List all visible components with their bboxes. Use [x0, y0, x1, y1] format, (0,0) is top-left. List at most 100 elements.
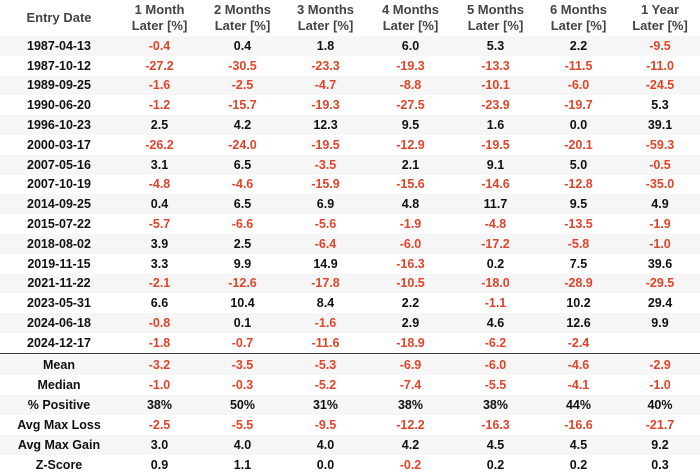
data-row-value: -14.6 — [481, 177, 510, 192]
summary-row-value: -3.2 — [148, 358, 171, 372]
data-row-label: 2018-08-02 — [27, 236, 91, 251]
summary-row-value: -1.0 — [148, 378, 171, 392]
data-row-value: -0.8 — [148, 316, 171, 331]
summary-row-value: -0.2 — [399, 458, 422, 472]
data-row-label: 2021-11-22 — [27, 276, 91, 291]
summary-row-value: 9.2 — [651, 438, 669, 452]
data-row-value: -19.5 — [481, 137, 510, 152]
data-row-value: -15.9 — [311, 177, 340, 192]
data-row-label: 2024-12-17 — [27, 335, 91, 350]
data-row-value: 8.4 — [316, 296, 335, 311]
summary-row-value: 44% — [565, 398, 592, 412]
data-row-value: -4.6 — [231, 177, 254, 192]
data-row-value: -1.9 — [649, 217, 671, 232]
summary-row-value: 0.0 — [316, 458, 335, 472]
summary-row-value: -6.9 — [399, 358, 422, 372]
column-header: 1 Year Later [%] — [632, 2, 688, 33]
data-row-value: 0.1 — [233, 316, 252, 331]
summary-row-value: 0.2 — [569, 458, 588, 472]
data-row-value: 14.9 — [313, 256, 338, 271]
data-row-value: 3.3 — [150, 256, 169, 271]
data-row-value: 6.6 — [150, 296, 169, 311]
data-row-value: -18.0 — [481, 276, 510, 291]
summary-row-value: 50% — [229, 398, 256, 412]
data-row-value: 2.2 — [401, 296, 420, 311]
data-row-value: 2.5 — [150, 118, 169, 133]
data-row-value: 5.0 — [569, 157, 588, 172]
data-row-value: 6.0 — [401, 38, 420, 53]
data-row-label: 1987-04-13 — [27, 38, 91, 53]
data-row-value: -5.8 — [567, 236, 590, 251]
data-row-value: -2.4 — [567, 335, 590, 350]
data-row-value: -15.6 — [396, 177, 425, 192]
summary-row-label: % Positive — [27, 398, 91, 412]
data-row-value: 9.1 — [486, 157, 505, 172]
data-row-value: -5.6 — [314, 217, 337, 232]
data-row-label: 2024-06-18 — [27, 316, 91, 331]
data-row-value: -23.9 — [481, 98, 510, 113]
data-row-value: -30.5 — [228, 58, 257, 73]
data-row-value: -18.9 — [396, 335, 425, 350]
data-row-label: 2014-09-25 — [27, 197, 91, 212]
data-row-label: 1989-09-25 — [27, 78, 91, 93]
data-row-value: -4.7 — [314, 78, 337, 93]
data-row-value: -11.6 — [311, 335, 340, 350]
summary-row-label: Mean — [43, 358, 75, 372]
summary-row-value: 4.0 — [316, 438, 335, 452]
data-row-value: 3.9 — [150, 236, 169, 251]
data-row-value: 39.6 — [647, 256, 673, 271]
data-row-value: 4.8 — [401, 197, 420, 212]
row-stripe — [0, 36, 700, 56]
data-row-value: -24.5 — [645, 78, 675, 93]
summary-row-value: -5.5 — [484, 378, 507, 392]
data-row-value: -12.9 — [396, 137, 425, 152]
data-row-value: -6.2 — [484, 335, 507, 350]
data-row-value: 0.4 — [150, 197, 169, 212]
data-row-value: -15.7 — [228, 98, 257, 113]
row-stripe — [0, 355, 700, 375]
summary-row-value: 0.3 — [651, 458, 669, 472]
data-row-value: -6.0 — [399, 236, 422, 251]
data-row-value: -1.8 — [148, 335, 171, 350]
row-stripe — [0, 234, 700, 254]
summary-row-value: -2.5 — [148, 418, 171, 432]
column-header: 6 Months Later [%] — [549, 2, 608, 33]
data-row-value: -27.2 — [145, 58, 174, 73]
data-row-value: -1.1 — [484, 296, 507, 311]
data-row-value: 9.5 — [401, 118, 420, 133]
data-row-value: -59.3 — [645, 137, 675, 152]
data-row-value: -6.0 — [567, 78, 590, 93]
summary-row-value: 38% — [482, 398, 509, 412]
data-row-value: -9.5 — [649, 38, 671, 53]
data-row-value: -19.7 — [564, 98, 593, 113]
summary-row-value: -16.3 — [481, 418, 510, 432]
data-row-value: 4.6 — [486, 316, 505, 331]
data-row-value: 2.5 — [233, 236, 252, 251]
data-row-value: -6.6 — [231, 217, 254, 232]
data-row-value: 10.2 — [566, 296, 591, 311]
data-row-value: -5.7 — [148, 217, 171, 232]
data-row-value: -24.0 — [228, 137, 257, 152]
data-row-value: 1.8 — [316, 38, 335, 53]
data-row-value: -17.8 — [311, 276, 340, 291]
summary-row-value: -16.6 — [564, 418, 593, 432]
data-row-label: 1990-06-20 — [27, 98, 91, 113]
row-stripe — [0, 154, 700, 175]
row-stripe — [0, 194, 700, 215]
data-row-value: 12.3 — [313, 118, 338, 133]
row-stripe — [0, 75, 700, 96]
data-row-label: 2007-05-16 — [27, 157, 91, 172]
data-row-value: 9.9 — [233, 256, 252, 271]
data-row-value: -29.5 — [645, 276, 675, 291]
data-row-value: -0.4 — [148, 38, 171, 53]
data-row-value: -19.3 — [396, 58, 425, 73]
column-header: 4 Months Later [%] — [381, 2, 440, 33]
summary-row-value: 0.9 — [150, 458, 169, 472]
data-row-value: 12.6 — [566, 316, 591, 331]
summary-row-value: 1.1 — [233, 458, 252, 472]
data-row-value: -13.3 — [481, 58, 510, 73]
data-row-value: -0.7 — [231, 335, 254, 350]
summary-row-value: 4.2 — [401, 438, 420, 452]
data-row-value: -1.9 — [399, 217, 422, 232]
summary-row-value: -7.4 — [399, 378, 422, 392]
